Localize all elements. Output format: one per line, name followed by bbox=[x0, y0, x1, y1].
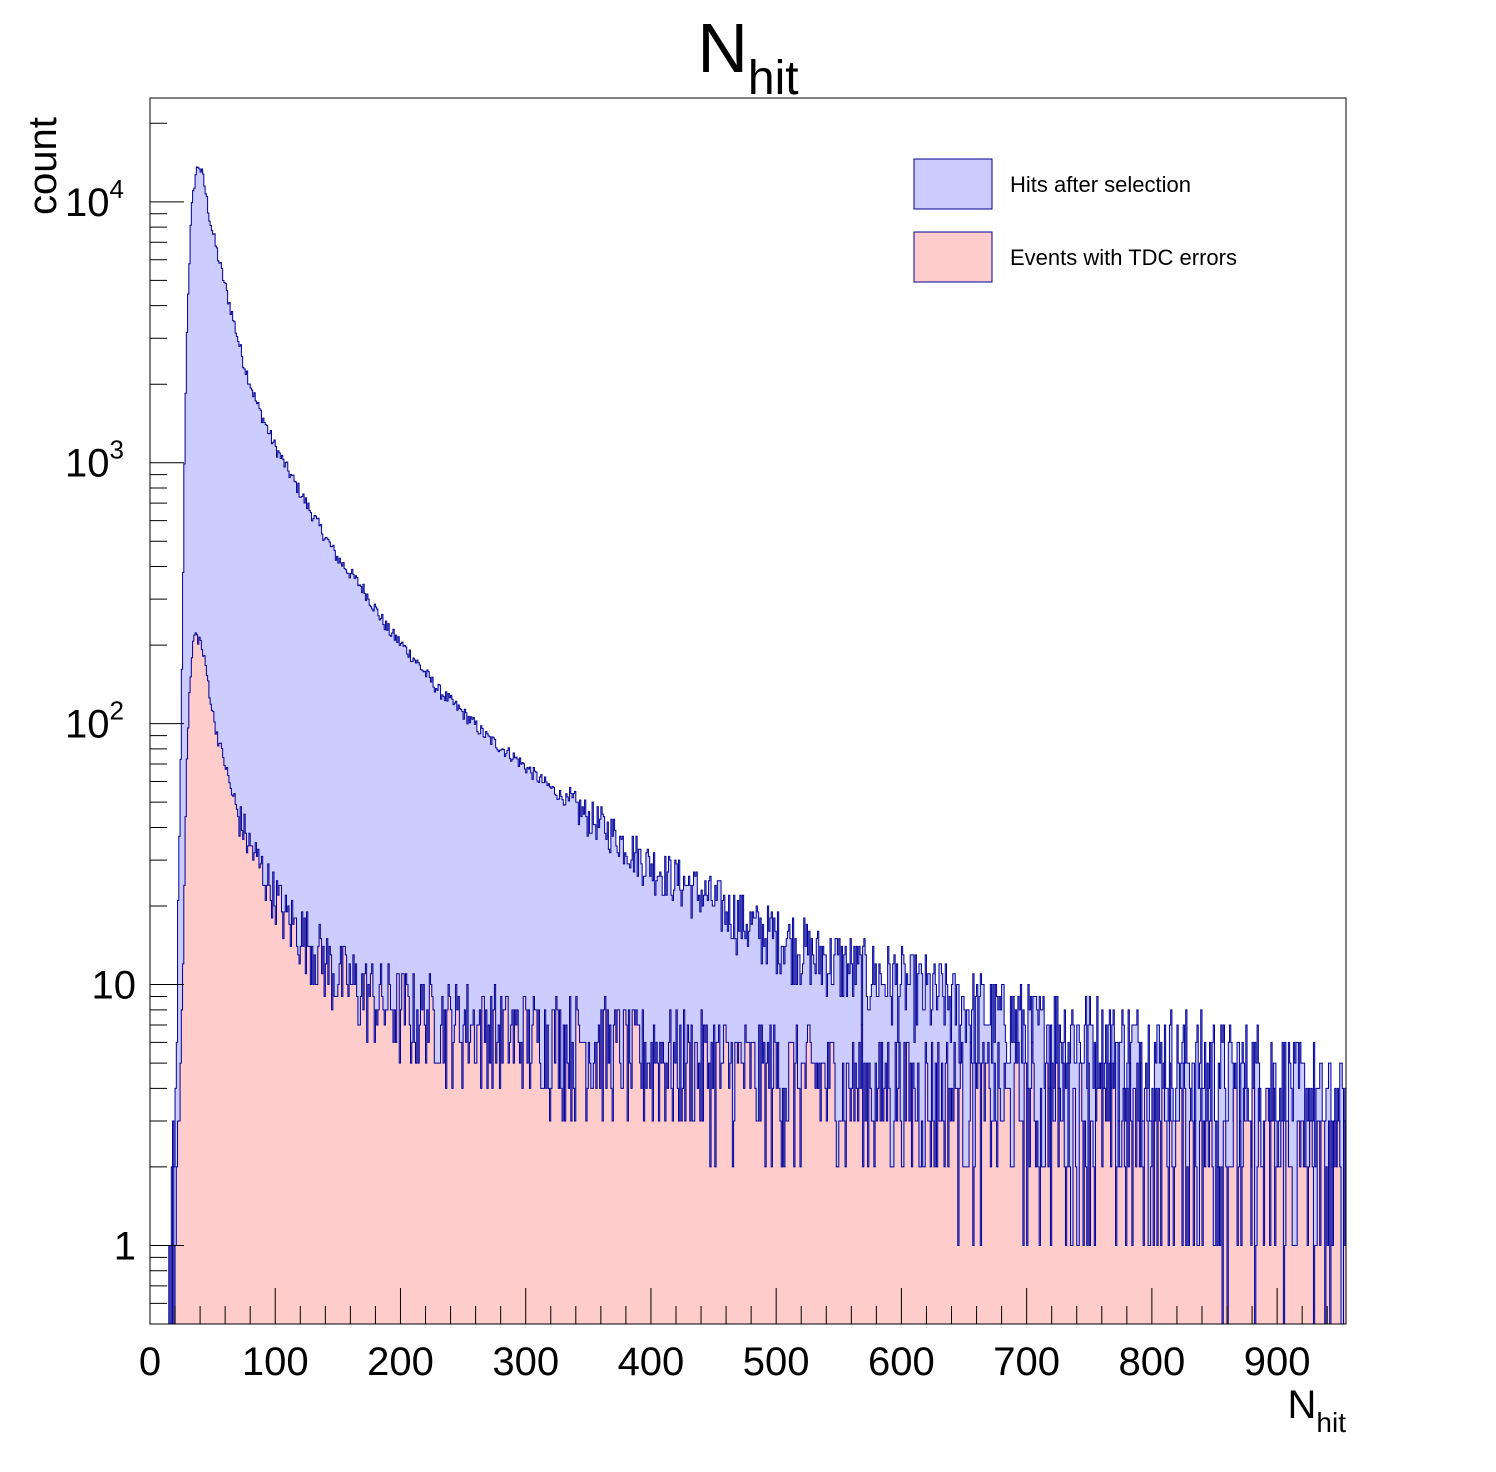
legend-swatch-hits bbox=[913, 158, 993, 210]
plot-frame bbox=[149, 97, 1347, 1325]
x-tick-label: 400 bbox=[618, 1340, 685, 1384]
chart-title-main: N bbox=[697, 9, 748, 87]
x-axis-label-main: N bbox=[1288, 1383, 1317, 1427]
y-tick-label: 1 bbox=[114, 1224, 136, 1268]
x-tick-label: 900 bbox=[1244, 1340, 1311, 1384]
chart-title-sub: hit bbox=[748, 52, 799, 105]
chart-title: Nhit bbox=[697, 9, 798, 105]
x-tick-label: 500 bbox=[743, 1340, 810, 1384]
series-layer bbox=[168, 166, 1347, 1325]
axis-layer: 0 100 200 300 400 500 600 700 800 900 1 10 102 103 104 bbox=[65, 122, 1328, 1384]
legend: Hits after selection Events with TDC err… bbox=[913, 158, 1237, 283]
legend-swatch-tdc bbox=[913, 231, 993, 283]
y-tick-label: 104 bbox=[65, 174, 124, 225]
x-tick-label: 300 bbox=[492, 1340, 559, 1384]
y-tick-label: 10 bbox=[92, 964, 137, 1008]
y-tick-label: 102 bbox=[65, 696, 124, 747]
legend-label-hits: Hits after selection bbox=[1010, 172, 1191, 197]
x-axis-label-sub: hit bbox=[1316, 1407, 1346, 1438]
x-tick-label: 0 bbox=[139, 1340, 161, 1384]
x-tick-label: 700 bbox=[993, 1340, 1060, 1384]
x-tick-label: 600 bbox=[868, 1340, 935, 1384]
x-tick-label: 200 bbox=[367, 1340, 434, 1384]
y-tick-label: 103 bbox=[65, 435, 124, 486]
series-tdc-errors bbox=[172, 632, 1347, 1325]
x-tick-label: 100 bbox=[242, 1340, 309, 1384]
y-axis-label: count bbox=[21, 117, 65, 215]
legend-label-tdc: Events with TDC errors bbox=[1010, 245, 1237, 270]
x-axis-label: Nhit bbox=[1288, 1383, 1347, 1438]
x-tick-label: 800 bbox=[1119, 1340, 1186, 1384]
